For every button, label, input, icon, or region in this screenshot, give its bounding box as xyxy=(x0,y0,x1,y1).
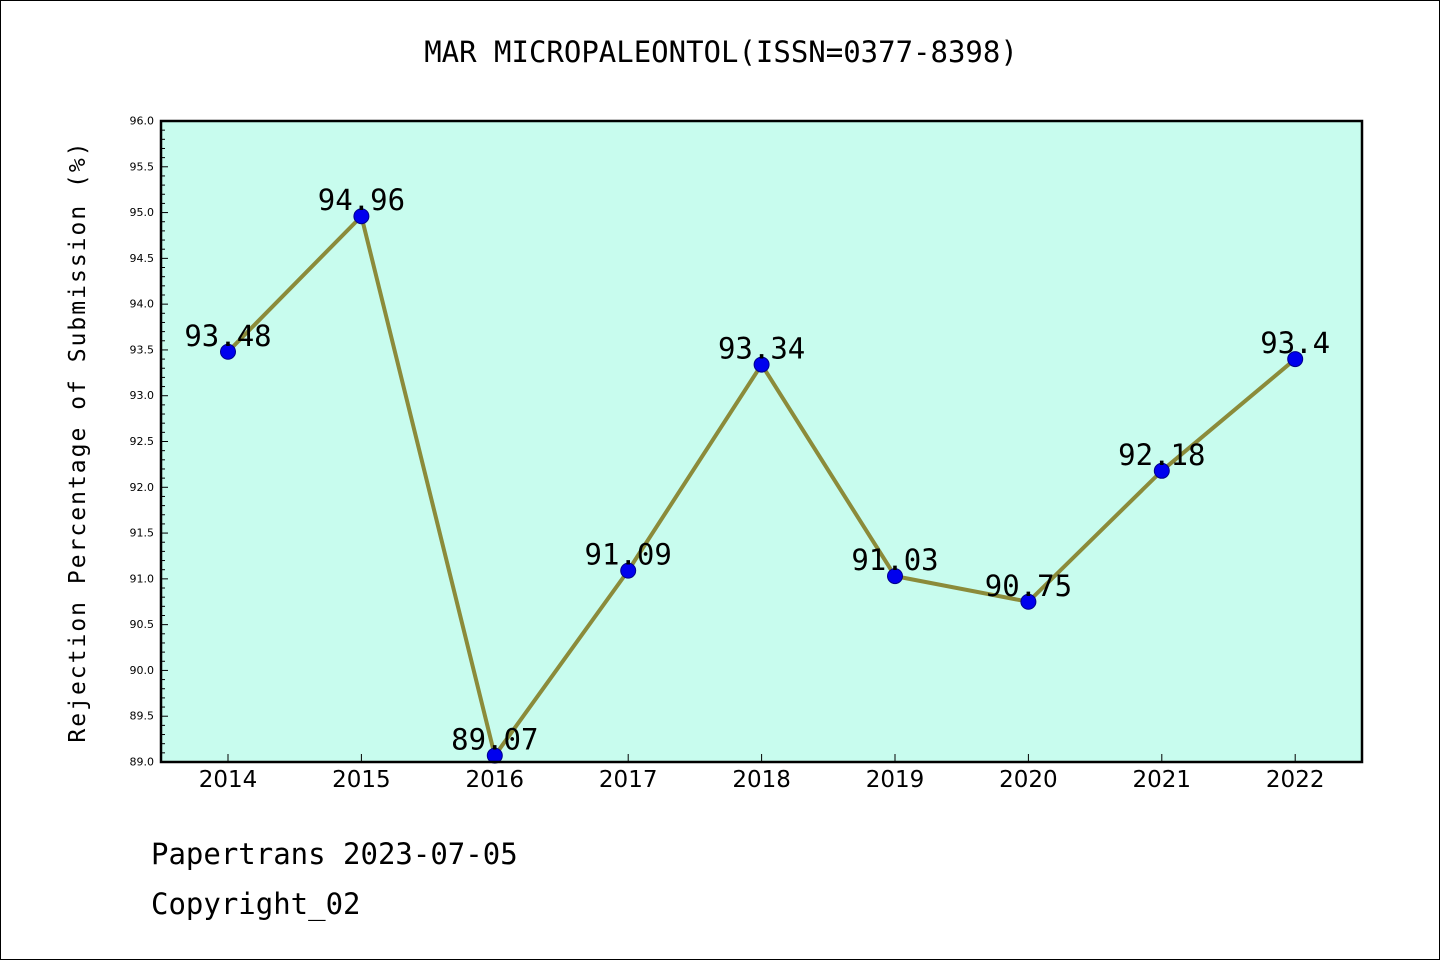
data-point xyxy=(753,356,770,373)
data-label: 94.96 xyxy=(318,183,405,217)
data-point xyxy=(887,568,903,585)
x-tick-label: 2021 xyxy=(1133,767,1192,793)
y-tick-label: 94.5 xyxy=(130,252,155,265)
footer-date-line: Papertrans 2023-07-05 xyxy=(151,837,518,871)
x-axis-ticks: 2014 2015 2016 2017 2018 2019 2020 2021 2022 xyxy=(199,754,1325,793)
y-tick-label: 91.0 xyxy=(130,572,155,585)
chart-title: MAR MICROPALEONTOL(ISSN=0377-8398) xyxy=(424,35,1018,69)
x-tick-label: 2018 xyxy=(732,767,791,793)
data-label: 91.03 xyxy=(851,543,938,577)
y-tick-label: 91.5 xyxy=(130,527,155,540)
data-label: 92.18 xyxy=(1118,438,1205,472)
x-tick-label: 2019 xyxy=(866,767,925,793)
plot-area xyxy=(161,121,1362,762)
x-tick-label: 2020 xyxy=(999,767,1058,793)
x-tick-label: 2014 xyxy=(199,767,258,793)
data-label: 90.75 xyxy=(985,569,1072,603)
data-label: 93.34 xyxy=(718,332,805,366)
data-labels: 93.48 94.96 89.07 91.09 93.34 91.03 90.75 92.18… xyxy=(184,183,1330,756)
y-tick-label: 95.0 xyxy=(130,206,155,219)
y-tick-label: 93.5 xyxy=(130,343,155,356)
data-point xyxy=(220,343,236,360)
y-axis-ticks: 89.0 89.5 90.0 90.5 91.0 91.5 92.0 92.5 93.0 93.5… xyxy=(130,115,168,769)
y-tick-label: 94.0 xyxy=(130,298,155,311)
data-label: 93.48 xyxy=(184,319,271,353)
footer-copyright-line: Copyright_02 xyxy=(151,887,361,921)
x-tick-label: 2016 xyxy=(466,767,525,793)
data-point xyxy=(1287,351,1304,368)
plot-frame xyxy=(159,119,1364,764)
y-tick-label: 96.0 xyxy=(130,115,155,128)
x-tick-label: 2022 xyxy=(1266,767,1325,793)
y-tick-label: 92.0 xyxy=(130,481,155,494)
y-axis-label: Rejection Percentage of Submission (%) xyxy=(65,140,91,742)
data-point xyxy=(353,208,370,225)
y-tick-label: 89.5 xyxy=(130,710,155,723)
data-label: 93.4 xyxy=(1260,326,1330,360)
y-tick-label: 90.5 xyxy=(130,618,155,631)
y-tick-label: 95.5 xyxy=(130,160,155,173)
x-tick-label: 2015 xyxy=(332,767,391,793)
y-tick-label: 93.0 xyxy=(130,389,155,402)
data-point xyxy=(1153,462,1170,479)
x-tick-label: 2017 xyxy=(599,767,658,793)
y-tick-label: 90.0 xyxy=(130,664,155,677)
series-markers xyxy=(220,208,1304,764)
y-tick-label: 89.0 xyxy=(130,756,155,769)
data-label: 89.07 xyxy=(451,723,538,757)
data-point xyxy=(620,562,637,579)
y-tick-label: 92.5 xyxy=(130,435,155,448)
data-point xyxy=(1020,593,1037,610)
data-label: 91.09 xyxy=(585,538,672,572)
